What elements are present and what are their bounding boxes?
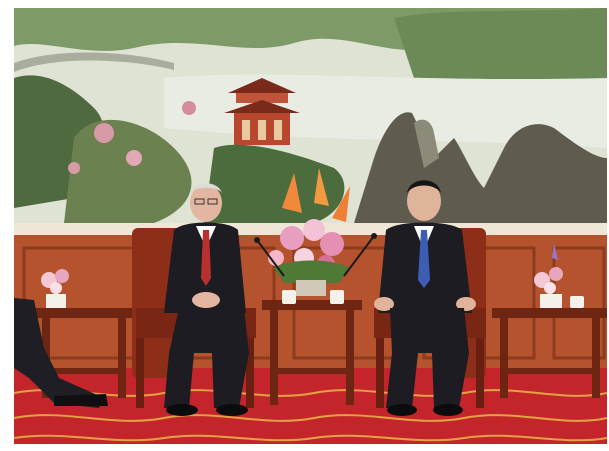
side-table-right — [492, 308, 607, 398]
meeting-photo — [14, 8, 607, 444]
microphone-right — [343, 233, 377, 277]
microphone-left — [254, 237, 285, 277]
man-left — [164, 183, 249, 416]
flower-bouquet-right — [534, 243, 584, 308]
teacup-left — [282, 290, 296, 304]
flower-bouquet-left — [41, 269, 69, 308]
flower-bouquet-center — [268, 168, 350, 296]
center-table — [262, 300, 362, 405]
pavilion — [224, 78, 300, 145]
carpet — [14, 368, 607, 444]
landscape-painting — [14, 8, 607, 223]
person-partial-left — [14, 298, 108, 408]
teacup-right — [330, 290, 344, 304]
man-right — [374, 180, 476, 416]
